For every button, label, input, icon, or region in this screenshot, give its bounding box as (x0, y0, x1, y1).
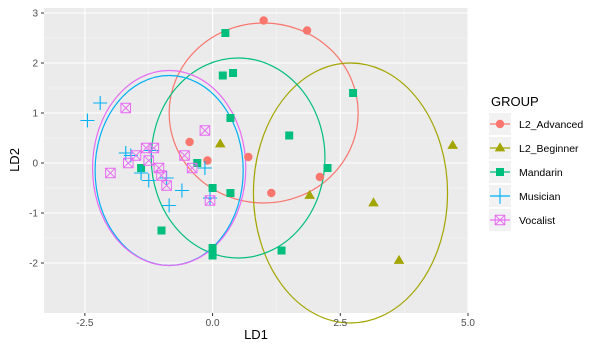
legend-marker-l2-beginner (494, 142, 506, 152)
legend-marker-l2-advanced (495, 119, 505, 129)
point-l2-beginner (447, 139, 458, 149)
x-axis-title: LD1 (244, 327, 268, 342)
point-vocalist (199, 125, 211, 136)
y-axis-title: LD2 (7, 148, 22, 172)
legend-label-l2-beginner: L2_Beginner (519, 143, 579, 155)
y-tick-label: 2 (32, 59, 38, 70)
point-l2-beginner (393, 254, 405, 264)
y-tick-label: 0 (32, 159, 38, 170)
ellipse-vocalist (91, 69, 247, 267)
point-mandarin (285, 131, 294, 140)
point-l2-advanced (315, 172, 325, 182)
point-mandarin (157, 226, 166, 235)
point-l2-advanced (302, 26, 312, 35)
point-l2-advanced (185, 137, 194, 147)
point-l2-beginner (304, 189, 315, 199)
point-vocalist (186, 162, 198, 174)
point-musician (134, 166, 149, 180)
legend-label-vocalist: Vocalist (519, 215, 555, 227)
point-mandarin (349, 89, 358, 97)
point-mandarin (226, 114, 235, 122)
point-musician (174, 183, 189, 198)
point-mandarin (221, 29, 230, 37)
axis-tick-labels: -2.5 0.0 2.5 5.0 -2 -1 0 1 2 3 (29, 9, 475, 330)
point-vocalist (179, 150, 190, 161)
legend-marker-mandarin (496, 168, 504, 176)
minor-gridlines (44, 8, 468, 313)
point-mandarin (229, 69, 238, 77)
data-points (80, 16, 458, 264)
x-tick-label: -2.5 (76, 318, 94, 329)
x-tick-label: 0.0 (206, 318, 220, 329)
point-l2-advanced (244, 152, 253, 162)
point-mandarin (208, 251, 217, 260)
point-vocalist (120, 102, 132, 114)
point-l2-advanced (267, 188, 276, 198)
point-l2-beginner (214, 138, 226, 148)
point-mandarin (323, 164, 332, 172)
point-musician (197, 161, 212, 175)
legend-marker-musician (492, 188, 508, 204)
point-musician (141, 173, 156, 188)
point-musician (80, 113, 95, 128)
axis-ticks (41, 12, 469, 316)
ellipse-l2-beginner (252, 62, 449, 324)
point-vocalist (148, 142, 160, 154)
point-mandarin (218, 71, 227, 80)
legend-label-mandarin: Mandarin (519, 167, 563, 179)
y-tick-label: -1 (29, 209, 38, 220)
y-tick-label: 1 (32, 109, 38, 120)
point-l2-advanced (259, 16, 268, 25)
legend-label-l2-advanced: L2_Advanced (519, 119, 583, 131)
point-vocalist (161, 180, 172, 191)
point-mandarin (226, 189, 235, 197)
legend-marker-vocalist (494, 214, 506, 226)
x-tick-label: 5.0 (461, 318, 475, 329)
point-l2-beginner (368, 197, 379, 207)
point-vocalist (204, 195, 216, 206)
point-vocalist (105, 167, 116, 179)
point-vocalist (143, 155, 155, 166)
y-tick-label: -2 (29, 259, 38, 270)
x-tick-label: 2.5 (333, 318, 347, 329)
point-mandarin (208, 184, 217, 192)
point-vocalist (122, 157, 134, 169)
point-mandarin (208, 244, 217, 252)
legend-label-musician: Musician (519, 191, 561, 203)
y-tick-label: 3 (32, 9, 38, 20)
legend: GROUP L2_Advanced L2_Beginner Mandarin Musi… (489, 94, 583, 231)
legend-title: GROUP (491, 94, 539, 109)
point-mandarin (277, 246, 286, 255)
point-musician (162, 198, 177, 213)
point-musician (93, 96, 108, 110)
